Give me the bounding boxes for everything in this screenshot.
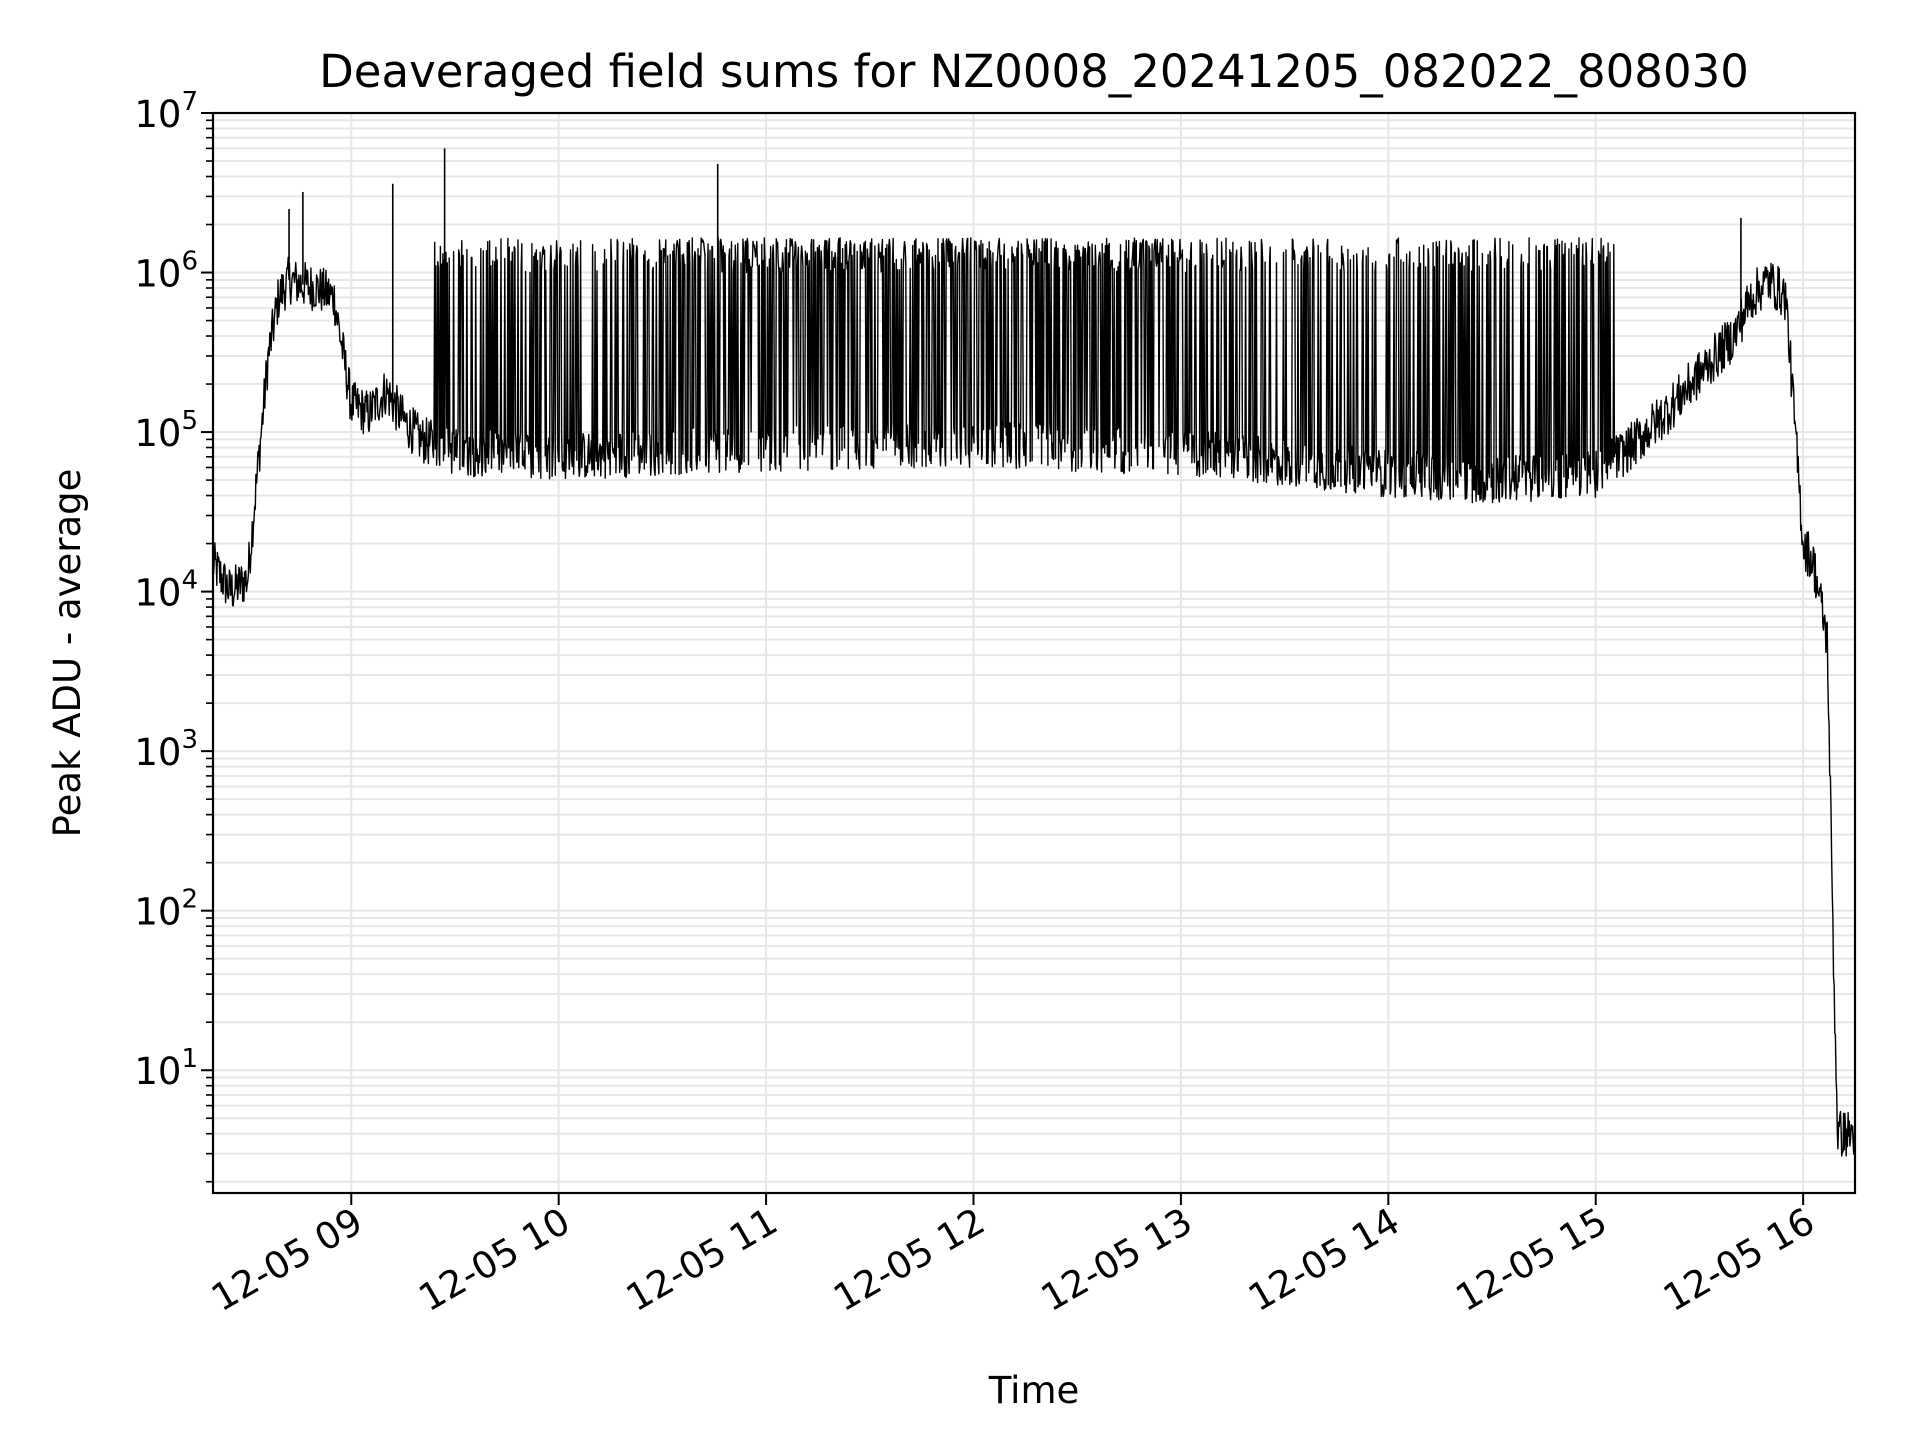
chart-title: Deaveraged field sums for NZ0008_2024120… — [319, 45, 1749, 98]
y-tick-base: 10 — [134, 572, 181, 615]
y-tick-label: 103 — [134, 725, 198, 774]
y-tick-label: 102 — [134, 885, 198, 934]
x-axis-label: Time — [988, 1369, 1080, 1412]
series-path — [212, 237, 1856, 1157]
y-tick-exponent: 1 — [181, 1044, 198, 1074]
y-tick-exponent: 2 — [181, 885, 198, 915]
y-tick-exponent: 7 — [181, 87, 198, 117]
y-tick-base: 10 — [134, 891, 181, 934]
y-axis-label: Peak ADU - average — [46, 469, 89, 838]
y-tick-base: 10 — [134, 412, 181, 455]
y-tick-label: 105 — [134, 406, 198, 455]
y-tick-base: 10 — [134, 93, 181, 136]
y-tick-base: 10 — [134, 253, 181, 296]
y-tick-exponent: 6 — [181, 247, 198, 277]
y-tick-exponent: 4 — [181, 566, 198, 596]
y-tick-label: 106 — [134, 247, 198, 296]
y-tick-base: 10 — [134, 731, 181, 774]
y-tick-exponent: 3 — [181, 725, 198, 755]
y-tick-base: 10 — [134, 1050, 181, 1093]
y-tick-label: 104 — [134, 566, 198, 615]
y-tick-label: 107 — [134, 87, 198, 136]
series-line — [212, 148, 1856, 1157]
y-tick-exponent: 5 — [181, 406, 198, 436]
y-tick-label: 101 — [134, 1044, 198, 1093]
plot-frame — [211, 111, 1857, 1195]
